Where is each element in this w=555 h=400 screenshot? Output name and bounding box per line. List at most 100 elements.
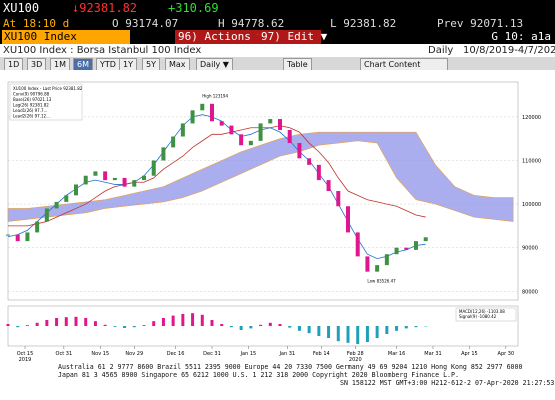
candle xyxy=(15,234,20,242)
oscillator-bar xyxy=(327,326,331,338)
description: XU100 Index : Borsa Istanbul 100 Index xyxy=(3,45,202,56)
osc-legend-entry: MACD(12,26) -1103.08 xyxy=(459,309,505,314)
x-tick-label: Jan 15 xyxy=(240,351,257,357)
oscillator-bar xyxy=(16,326,20,328)
net-change: +310.69 xyxy=(168,1,219,15)
candle xyxy=(268,119,273,124)
candle xyxy=(384,254,389,266)
candle xyxy=(219,121,224,126)
candle xyxy=(25,232,30,242)
oscillator-bar xyxy=(346,326,350,343)
annotation: High 123194 xyxy=(202,93,228,98)
candle xyxy=(326,180,331,191)
candle xyxy=(44,208,49,222)
actions-button[interactable]: 96) Actions ▼ xyxy=(175,30,264,44)
oscillator-bar xyxy=(132,326,136,328)
y-tick-label: 120000 xyxy=(522,115,541,121)
oscillator-bar xyxy=(317,326,321,336)
oscillator-bar xyxy=(191,313,195,326)
oscillator-bar xyxy=(268,322,272,326)
chart: 80000 90000 100000 110000 120000 Oct 15 Oct 31… xyxy=(0,70,555,362)
oscillator-bar xyxy=(142,325,146,326)
oscillator-bar xyxy=(307,326,311,334)
time: At 18:10 d xyxy=(3,17,70,30)
y-tick-label: 110000 xyxy=(522,158,541,164)
candle xyxy=(394,247,399,255)
oscillator-bar xyxy=(25,325,29,326)
x-tick-label: Mar 31 xyxy=(424,351,441,357)
y-tick-label: 90000 xyxy=(522,246,538,252)
oscillator-bar xyxy=(278,324,282,326)
x-tick-label: Apr 15 xyxy=(461,351,478,357)
candle xyxy=(74,184,78,196)
oscillator-bar xyxy=(239,326,243,330)
candle xyxy=(93,171,98,176)
osc-legend-box xyxy=(455,307,517,322)
oscillator-bar xyxy=(229,326,233,328)
oscillator-bar xyxy=(385,326,389,334)
candle xyxy=(122,177,127,187)
table-button[interactable]: Table xyxy=(283,58,312,71)
x-tick-label: Nov 29 xyxy=(125,351,143,357)
x-tick-label: Dec 16 xyxy=(167,351,185,357)
candle xyxy=(316,164,321,181)
page-id: G 10: a1a xyxy=(491,30,551,43)
high: H 94778.62 xyxy=(218,17,285,30)
oscillator-bar xyxy=(404,326,408,329)
oscillator-bar xyxy=(200,314,204,326)
candle xyxy=(307,158,312,165)
oscillator-bar xyxy=(181,314,185,326)
candle xyxy=(112,177,117,181)
x-tick-label: Oct 15 xyxy=(17,351,34,357)
candle xyxy=(210,103,214,122)
footer-line: Australia 61 2 9777 8600 Brazil 5511 239… xyxy=(58,363,523,371)
command-row: XU100 Index 96) Actions ▼ 97) Edit ▼ G 1… xyxy=(0,30,555,44)
oscillator-bar xyxy=(259,324,263,326)
toolbar: Daily ▼ Table Chart Content 1D 3D 1M 6M YTD 1… xyxy=(0,57,555,71)
oscillator-bar xyxy=(55,318,59,326)
x-tick-label: Apr 30 xyxy=(498,351,515,357)
x-tick-label: Jan 31 xyxy=(278,351,295,357)
legend-entry: Conv(9) 90796.88 xyxy=(13,92,50,97)
x-tick-label: Nov 15 xyxy=(91,351,109,357)
low: L 92381.82 xyxy=(330,17,397,30)
last-price: ↓92381.82 xyxy=(72,1,138,15)
candle xyxy=(200,103,205,111)
legend-entry: XU100 Index - Last Price 92381.82 xyxy=(13,86,83,91)
annotation: Low 83526.47 xyxy=(367,279,396,284)
candle xyxy=(142,175,146,181)
footer-line: Japan 81 3 4565 8900 Singapore 65 6212 1… xyxy=(58,371,459,379)
frequency: Daily xyxy=(428,45,454,56)
oscillator-bar xyxy=(395,326,399,331)
security-field[interactable]: XU100 Index xyxy=(2,30,130,44)
candle xyxy=(258,123,263,141)
candle xyxy=(414,241,418,250)
legend-entry: Lag(26) 92381.82 xyxy=(13,103,49,108)
oscillator-bar xyxy=(297,326,301,331)
plot-frame xyxy=(7,81,519,301)
x-tick-label: Dec 31 xyxy=(203,351,221,357)
edit-button[interactable]: 97) Edit ▼ xyxy=(258,30,327,44)
ticker: XU100 xyxy=(3,1,40,15)
legend-entry: Base(26) 97021.13 xyxy=(13,97,52,102)
year-label: 2019 xyxy=(19,357,32,362)
candle xyxy=(375,265,380,272)
oscillator-bar xyxy=(356,326,360,344)
candle xyxy=(278,119,282,130)
oscillator-bar xyxy=(93,321,97,326)
ohlc-row: At 18:10 d O 93174.07 H 94778.62 L 92381… xyxy=(0,17,555,30)
candle xyxy=(229,125,234,135)
date-range: 10/8/2019-4/7/2020 xyxy=(463,45,555,56)
x-tick-label: Oct 31 xyxy=(56,351,73,357)
oscillator-bar xyxy=(375,326,379,338)
ichimoku-cloud xyxy=(7,131,514,222)
oscillator-bar xyxy=(220,324,224,326)
candle xyxy=(132,180,137,187)
candle xyxy=(103,171,108,181)
candle xyxy=(6,234,10,236)
candle xyxy=(54,201,59,209)
description-row: XU100 Index : Borsa Istanbul 100 Index D… xyxy=(0,44,555,57)
candle xyxy=(287,129,292,144)
footer: Australia 61 2 9777 8600 Brazil 5511 239… xyxy=(0,362,555,400)
